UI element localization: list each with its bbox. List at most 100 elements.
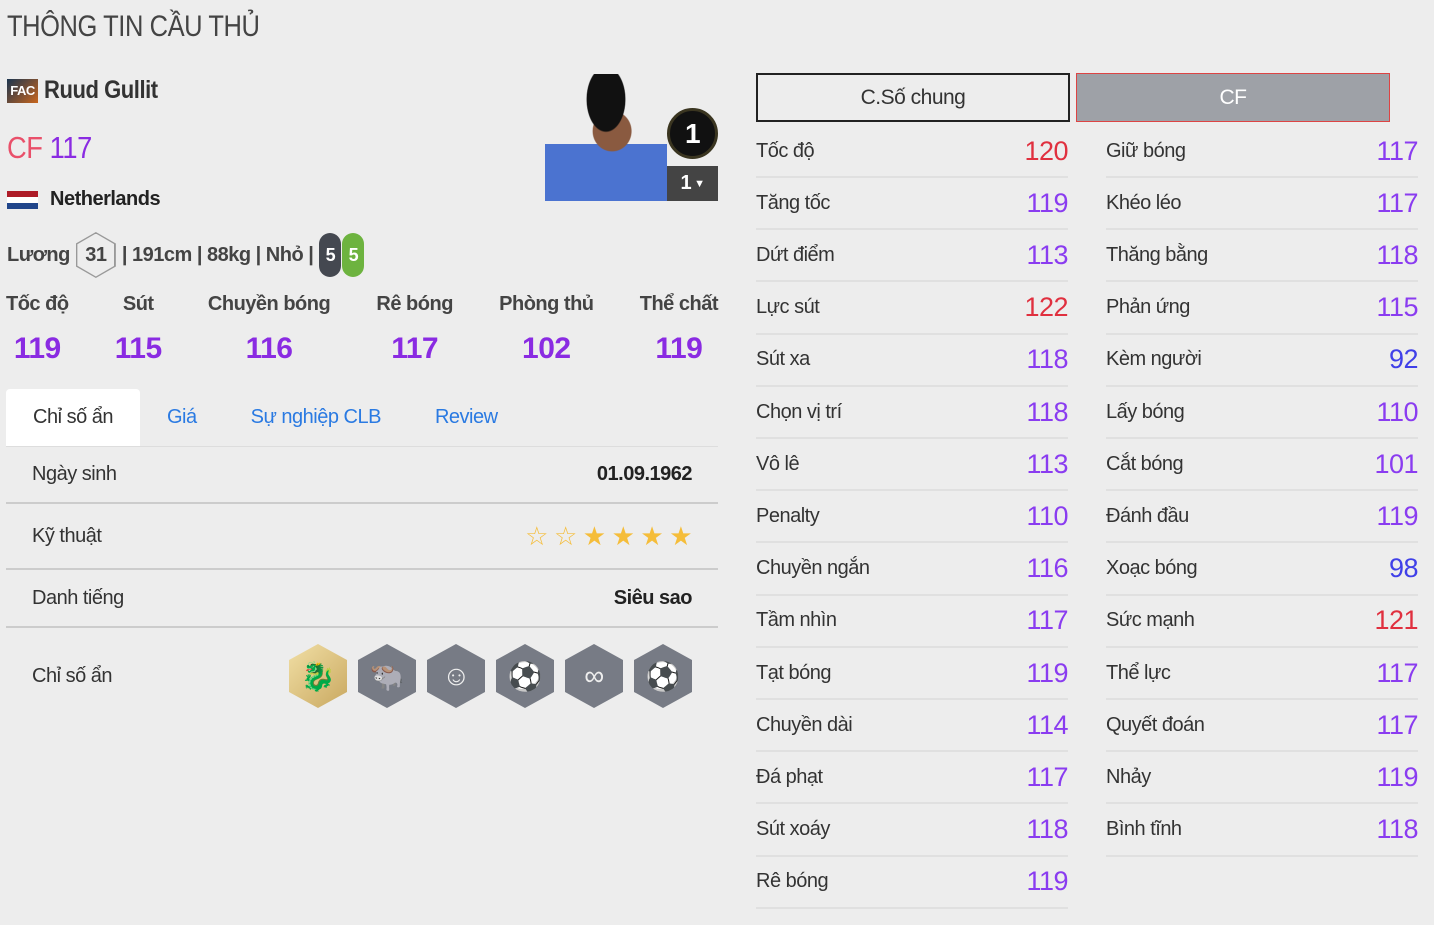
- nation: Netherlands: [50, 188, 161, 210]
- stat-row: Giữ bóng 117: [1106, 126, 1418, 178]
- stat-label: Sút xa: [756, 348, 810, 371]
- tab-2[interactable]: Sự nghiệp CLB: [250, 406, 382, 428]
- stat-row: Sút xa 118: [756, 335, 1068, 387]
- top-stat-value: 115: [114, 332, 162, 365]
- stat-row: Nhảy 119: [1106, 752, 1418, 805]
- stat-row: Đánh đầu 119: [1106, 491, 1418, 544]
- stat-label: Kèm người: [1106, 348, 1202, 371]
- position: CF: [7, 130, 43, 165]
- stat-row: Sút xoáy 118: [756, 805, 1068, 857]
- stat-row: Tầm nhìn 117: [756, 596, 1068, 648]
- stat-label: Chuyền ngắn: [756, 557, 870, 580]
- stat-label: Vô lê: [756, 452, 800, 475]
- top-stat-label: Chuyền bóng: [207, 293, 331, 315]
- stat-label: Cắt bóng: [1106, 452, 1184, 475]
- stat-value: 119: [1026, 657, 1068, 688]
- stat-row: Chuyền dài 114: [756, 700, 1068, 753]
- star-outline-icon: ☆: [525, 520, 548, 551]
- tab-3[interactable]: Review: [434, 406, 498, 428]
- stat-label: Chuyền dài: [756, 713, 853, 736]
- stat-value: 117: [1026, 605, 1068, 636]
- stat-row: Lấy bóng 110: [1106, 387, 1418, 439]
- stat-row: Tạt bóng 119: [756, 648, 1068, 700]
- player-portrait: [545, 74, 667, 201]
- stat-label: Lấy bóng: [1106, 400, 1185, 423]
- tab-1[interactable]: Giá: [167, 406, 197, 428]
- stat-row: Khéo léo 117: [1106, 178, 1418, 231]
- stat-value: 122: [1024, 292, 1068, 323]
- fame-row: Danh tiếng Siêu sao: [6, 570, 718, 628]
- stat-row: Chọn vị trí 118: [756, 387, 1068, 439]
- stat-label: Thể lực: [1106, 661, 1171, 684]
- star-filled-icon: ★: [582, 520, 606, 551]
- bull-icon[interactable]: 🐃: [358, 644, 416, 708]
- stat-label: Lực sút: [756, 296, 820, 319]
- stat-value: 119: [1026, 866, 1068, 897]
- top-stat: Sút 115: [115, 293, 162, 366]
- top-stat-value: 116: [245, 332, 293, 365]
- position-stats-button[interactable]: CF: [1076, 73, 1390, 122]
- stat-row: Xoạc bóng 98: [1106, 544, 1419, 596]
- upgrade-level-select[interactable]: 1 ▼: [667, 166, 718, 201]
- physical-details: | 191cm | 88kg | Nhỏ |: [121, 243, 314, 266]
- right-foot-icon: 5: [342, 233, 365, 277]
- head-icon[interactable]: ☺: [427, 644, 485, 708]
- stat-label: Sức mạnh: [1106, 609, 1195, 632]
- top-stat-label: Rê bóng: [376, 293, 453, 315]
- left-foot-icon: 5: [319, 233, 342, 277]
- stat-value: 92: [1388, 344, 1419, 375]
- general-stats-button[interactable]: C.Số chung: [756, 73, 1070, 122]
- page-title: THÔNG TIN CẦU THỦ: [7, 10, 260, 43]
- top-stat-label: Thể chất: [639, 293, 719, 315]
- top-stat-label: Sút: [122, 293, 154, 315]
- top-stat: Chuyền bóng 116: [207, 293, 331, 366]
- detail-tabs: Chỉ số ẩn Giá Sự nghiệp CLB Review: [6, 389, 718, 447]
- stat-value: 118: [1376, 239, 1418, 270]
- long-shot-icon[interactable]: ⚽: [634, 644, 692, 708]
- stat-value: 113: [1026, 448, 1068, 479]
- position-rating: CF 117: [7, 130, 92, 166]
- stat-value: 116: [1026, 553, 1068, 584]
- stat-value: 101: [1374, 448, 1418, 479]
- stat-label: Rê bóng: [756, 870, 829, 893]
- dragon-icon[interactable]: 🐉: [289, 644, 347, 708]
- tab-0[interactable]: Chỉ số ẩn: [6, 389, 140, 446]
- overall-rating: 117: [49, 130, 93, 165]
- stat-label: Khéo léo: [1106, 191, 1181, 214]
- top-stat: Tốc độ 119: [6, 293, 69, 366]
- stat-row: Rê bóng 119: [756, 857, 1068, 909]
- stat-label: Tạt bóng: [756, 661, 831, 684]
- top-stat: Rê bóng 117: [376, 293, 453, 366]
- stat-row: Penalty 110: [756, 491, 1068, 544]
- top-stat: Phòng thủ 102: [499, 293, 594, 366]
- stat-label: Dứt điểm: [756, 243, 835, 266]
- stat-value: 117: [1376, 187, 1418, 218]
- speed-dribble-icon[interactable]: ⚽: [496, 644, 554, 708]
- star-filled-icon: ★: [669, 520, 692, 551]
- stat-value: 110: [1376, 396, 1418, 427]
- netherlands-flag-icon: [7, 190, 38, 209]
- player-name-row: FAC Ruud Gullit: [7, 76, 173, 105]
- stat-value: 118: [1026, 396, 1068, 427]
- upgrade-level-badge: 1: [667, 108, 718, 159]
- stat-row: Phản ứng 115: [1106, 283, 1418, 335]
- stat-value: 110: [1026, 500, 1068, 531]
- stat-row: Vô lê 113: [756, 439, 1068, 492]
- caret-down-icon: ▼: [694, 177, 705, 190]
- stat-label: Giữ bóng: [1106, 139, 1186, 162]
- star-outline-icon: ☆: [553, 520, 577, 551]
- top-stat-value: 119: [13, 332, 61, 365]
- stat-value: 119: [1376, 500, 1418, 531]
- stat-value: 118: [1026, 344, 1068, 375]
- stat-value: 119: [1026, 187, 1068, 218]
- stat-row: Bình tĩnh 118: [1106, 805, 1418, 857]
- stat-row: Quyết đoán 117: [1106, 700, 1418, 753]
- stat-label: Tăng tốc: [756, 191, 830, 214]
- dribble-path-icon[interactable]: ∞: [565, 644, 623, 708]
- foot-ratings: 5 5: [319, 233, 365, 277]
- salary-badge: 31: [75, 232, 116, 278]
- stat-value: 119: [1376, 761, 1418, 792]
- stat-row: Sức mạnh 121: [1106, 596, 1418, 648]
- info-row: Lương 31 | 191cm | 88kg | Nhỏ | 5 5: [7, 232, 365, 278]
- stat-label: Quyết đoán: [1106, 713, 1205, 736]
